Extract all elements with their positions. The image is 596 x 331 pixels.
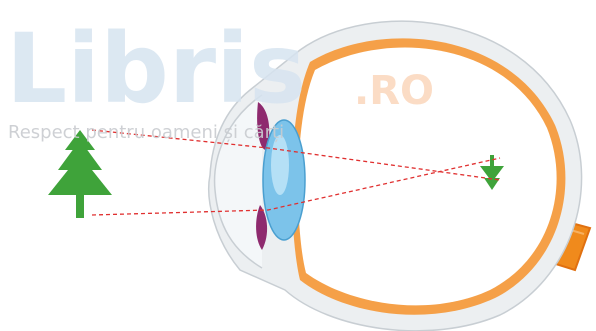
cornea [213, 94, 263, 269]
watermark-brand: Libris [6, 13, 306, 125]
vitreous [298, 47, 557, 306]
tree [48, 130, 112, 218]
retina-image [480, 155, 504, 190]
lens-highlight [271, 135, 289, 195]
watermark-domain: .RO [354, 68, 434, 114]
watermark-tagline: Respect pentru oameni și cărți [8, 122, 284, 143]
iris-bottom [256, 205, 268, 250]
iris-top [257, 102, 270, 150]
light-rays [91, 129, 501, 216]
